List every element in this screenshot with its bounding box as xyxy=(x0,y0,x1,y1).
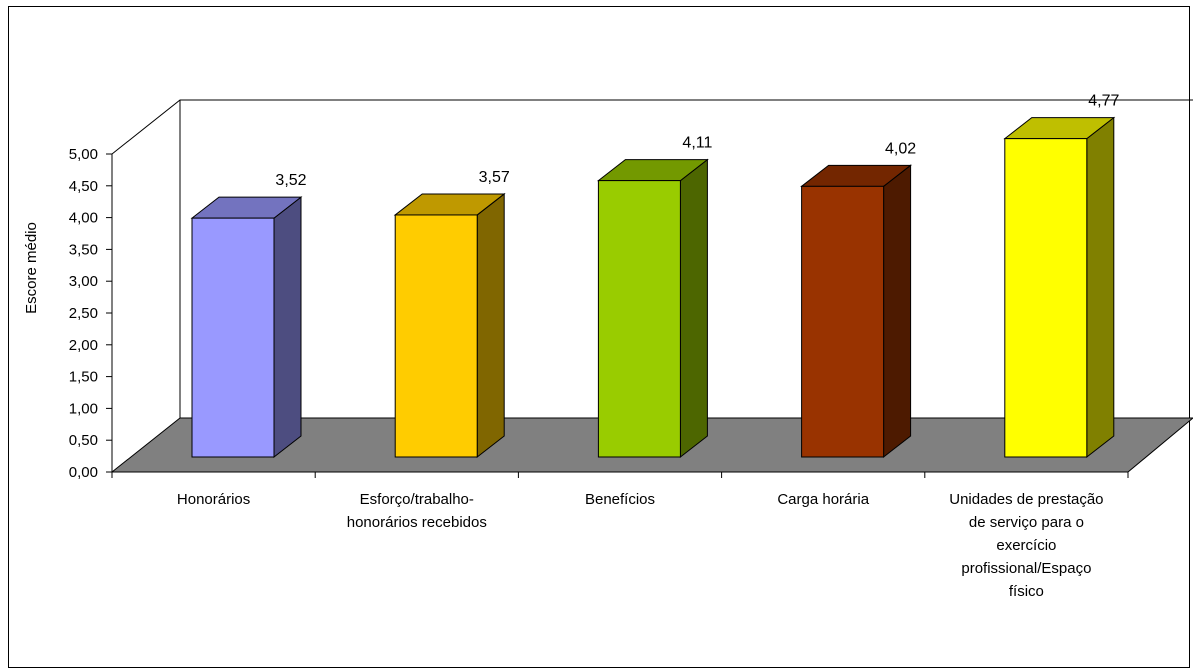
x-tick-label-line: honorários recebidos xyxy=(347,514,487,531)
bar-side xyxy=(273,196,302,459)
bar-side xyxy=(679,158,708,459)
bar-side xyxy=(476,192,505,459)
bar-side xyxy=(883,164,912,459)
x-tick-label: Benefícios xyxy=(585,491,655,508)
value-label: 4,02 xyxy=(885,140,916,157)
x-tick-label-line: Carga horária xyxy=(777,491,869,508)
x-tick-label-line: Unidades de prestação xyxy=(949,491,1103,508)
bar xyxy=(1003,116,1116,459)
bar-front xyxy=(394,214,478,458)
bar xyxy=(190,196,303,459)
chart-walls xyxy=(111,99,1193,418)
bar-front xyxy=(597,180,681,458)
x-tick-label-line: de serviço para o xyxy=(969,514,1084,531)
x-tick-label-line: Benefícios xyxy=(585,491,655,508)
y-tick-label: 3,50 xyxy=(69,241,98,258)
value-labels: 3,52 3,57 4,11 4,02 4,77 xyxy=(275,93,1119,190)
bar-front xyxy=(191,217,275,458)
bar xyxy=(393,192,506,459)
y-tick-label: 2,50 xyxy=(69,305,98,322)
value-axis: 0,00 0,50 1,00 1,50 2,00 2,50 3,00 3,50 4,00 4,50… xyxy=(69,146,113,481)
value-label: 4,77 xyxy=(1088,93,1119,110)
x-tick-label-line: Honorários xyxy=(177,491,250,508)
x-tick-label-line: Esforço/trabalho- xyxy=(360,491,474,508)
bar xyxy=(596,158,709,459)
value-label: 3,52 xyxy=(275,172,306,189)
y-tick-label: 2,00 xyxy=(69,337,98,354)
value-label: 3,57 xyxy=(479,169,510,186)
bar-side xyxy=(1086,116,1115,459)
x-tick-label: Esforço/trabalho-honorários recebidos xyxy=(347,491,487,531)
x-tick-label: Carga horária xyxy=(777,491,869,508)
y-tick-label: 5,00 xyxy=(69,146,98,163)
y-axis-label: Escore médio xyxy=(23,222,40,314)
y-tick-label: 1,50 xyxy=(69,369,98,386)
x-tick-label: Honorários xyxy=(177,491,250,508)
bar-front xyxy=(801,185,885,458)
y-tick-label: 0,50 xyxy=(69,432,98,449)
value-label: 4,11 xyxy=(682,135,712,152)
y-tick-label: 4,50 xyxy=(69,178,98,195)
x-tick-label-line: físico xyxy=(1009,583,1044,600)
category-axis: Honorários Esforço/trabalho-honorários re… xyxy=(111,471,1129,600)
y-tick-label: 0,00 xyxy=(69,464,98,481)
y-tick-label: 4,00 xyxy=(69,210,98,227)
bars xyxy=(190,116,1116,459)
x-tick-label-line: exercício xyxy=(996,537,1056,554)
bar xyxy=(800,164,913,459)
y-tick-label: 1,00 xyxy=(69,400,98,417)
bar-front xyxy=(1004,138,1088,458)
y-tick-label: 3,00 xyxy=(69,273,98,290)
x-tick-label: Unidades de prestação de serviço para o ex… xyxy=(949,491,1103,600)
x-tick-label-line: profissional/Espaço xyxy=(961,560,1091,577)
